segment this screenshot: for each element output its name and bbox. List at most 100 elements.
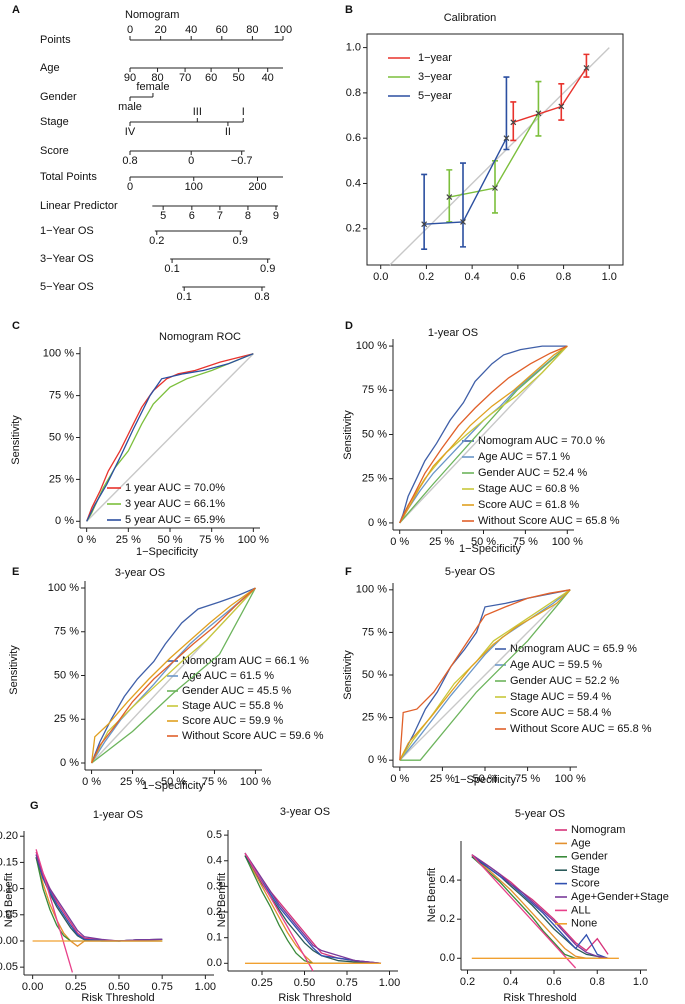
y-tick-label: 25 %	[362, 473, 387, 485]
series-line	[513, 67, 587, 123]
series-line	[399, 345, 568, 524]
y-tick-label: 0 %	[368, 517, 387, 529]
x-tick-label: 1.0	[633, 976, 648, 988]
series-line	[91, 587, 256, 764]
y-tick-label: 1.0	[346, 41, 361, 53]
x-tick-label: 0.4	[503, 976, 518, 988]
legend-label: 1−year	[418, 52, 452, 64]
y-tick-label: 0.6	[346, 132, 361, 144]
x-tick-label: 1.00	[379, 977, 400, 989]
error-bar	[446, 169, 453, 223]
chart-title: 3-year OS	[115, 567, 165, 579]
legend-label: None	[571, 918, 597, 930]
x-tick-label: 0.50	[108, 981, 129, 993]
tick-label: 0	[188, 155, 194, 167]
chart-title: 5-year OS	[445, 566, 495, 578]
x-tick-label: 0.6	[510, 271, 525, 283]
tick-label: 0.1	[177, 291, 192, 303]
y-axis-label: Net Benefit	[3, 873, 15, 927]
tick-label: 80	[246, 24, 258, 36]
y-tick-label: 75 %	[49, 390, 74, 402]
x-tick-label: 75 %	[515, 773, 540, 785]
legend-label: Gender AUC = 52.4 %	[478, 467, 587, 479]
reference-diagonal	[399, 589, 571, 761]
x-tick-label: 0.6	[546, 976, 561, 988]
x-tick-label: 75 %	[513, 536, 538, 548]
row-label: Total Points	[40, 171, 97, 183]
legend-label: Stage AUC = 59.4 %	[510, 691, 611, 703]
series-line	[86, 353, 254, 522]
y-axis-label: Net Benefit	[426, 868, 438, 922]
tick-label: 0.8	[122, 155, 137, 167]
tick-label: −0.7	[231, 155, 253, 167]
x-tick-label: 1.00	[195, 981, 216, 993]
y-tick-label: -0.05	[0, 961, 18, 973]
x-tick-label: 0.2	[419, 271, 434, 283]
series-line	[399, 345, 568, 524]
series-line	[399, 345, 568, 524]
legend-label: 1 year AUC = 70.0%	[125, 482, 225, 494]
series-line	[90, 587, 256, 764]
x-tick-label: 75 %	[199, 534, 224, 546]
series-line	[91, 587, 256, 764]
x-tick-label: 0.8	[590, 976, 605, 988]
series-line	[86, 353, 254, 522]
tick-label: 6	[189, 210, 195, 222]
legend-label: Nomogram	[571, 824, 625, 836]
series-line	[399, 589, 571, 761]
y-tick-label: 50 %	[362, 428, 387, 440]
y-tick-label: 0.20	[0, 830, 18, 842]
legend-label: Stage AUC = 55.8 %	[182, 700, 283, 712]
tick-label: 60	[216, 24, 228, 36]
series-line	[399, 589, 571, 761]
series-line	[471, 854, 609, 959]
x-axis-label: Risk Threshold	[81, 992, 154, 1004]
x-tick-label: 25 %	[430, 773, 455, 785]
series-line	[91, 587, 256, 764]
row-label: Gender	[40, 91, 77, 103]
legend-label: Stage AUC = 60.8 %	[478, 483, 579, 495]
x-tick-label: 100 %	[240, 776, 271, 788]
point	[492, 185, 498, 191]
x-axis-label: 1−Specificity	[454, 774, 517, 786]
row-label: Age	[40, 62, 60, 74]
reference-diagonal	[389, 47, 610, 266]
legend-label: 5−year	[418, 90, 452, 102]
x-axis-label: 1−Specificity	[142, 780, 205, 792]
panel-letter: C	[12, 320, 20, 332]
y-tick-label: 0.4	[207, 855, 222, 867]
y-tick-label: 0.3	[207, 880, 222, 892]
tick-label: 40	[185, 24, 197, 36]
series-line	[244, 852, 382, 964]
y-tick-label: 0.2	[440, 913, 455, 925]
chart-title: 5-year OS	[515, 808, 565, 820]
y-tick-label: 0.5	[207, 829, 222, 841]
y-tick-label: 0 %	[60, 757, 79, 769]
tick-label: 100	[185, 181, 203, 193]
series-line	[91, 587, 256, 764]
y-tick-label: 100 %	[356, 340, 387, 352]
legend-label: Stage	[571, 864, 600, 876]
tick-label: 9	[273, 210, 279, 222]
y-tick-label: 0.2	[346, 223, 361, 235]
x-tick-label: 0.25	[65, 981, 86, 993]
point	[535, 110, 542, 117]
row-label: Points	[40, 34, 71, 46]
y-axis-label: Sensitivity	[10, 415, 22, 465]
tick-label: 0	[127, 24, 133, 36]
series-line	[424, 137, 508, 225]
legend-label: Score AUC = 61.8 %	[478, 499, 579, 511]
x-tick-label: 50 %	[157, 534, 182, 546]
error-bar	[558, 83, 565, 121]
legend-label: Age AUC = 59.5 %	[510, 659, 602, 671]
panel-letter: F	[345, 566, 352, 578]
legend-label: Age AUC = 57.1 %	[478, 451, 570, 463]
y-axis-label: Net Benefit	[216, 873, 228, 927]
y-tick-label: 75 %	[54, 626, 79, 638]
x-tick-label: 50 %	[471, 536, 496, 548]
chart-title: 3-year OS	[280, 806, 330, 818]
legend-label: Age	[571, 837, 591, 849]
error-bar	[510, 101, 517, 142]
y-tick-label: 0.00	[0, 935, 18, 947]
y-axis-label: Sensitivity	[342, 410, 354, 460]
